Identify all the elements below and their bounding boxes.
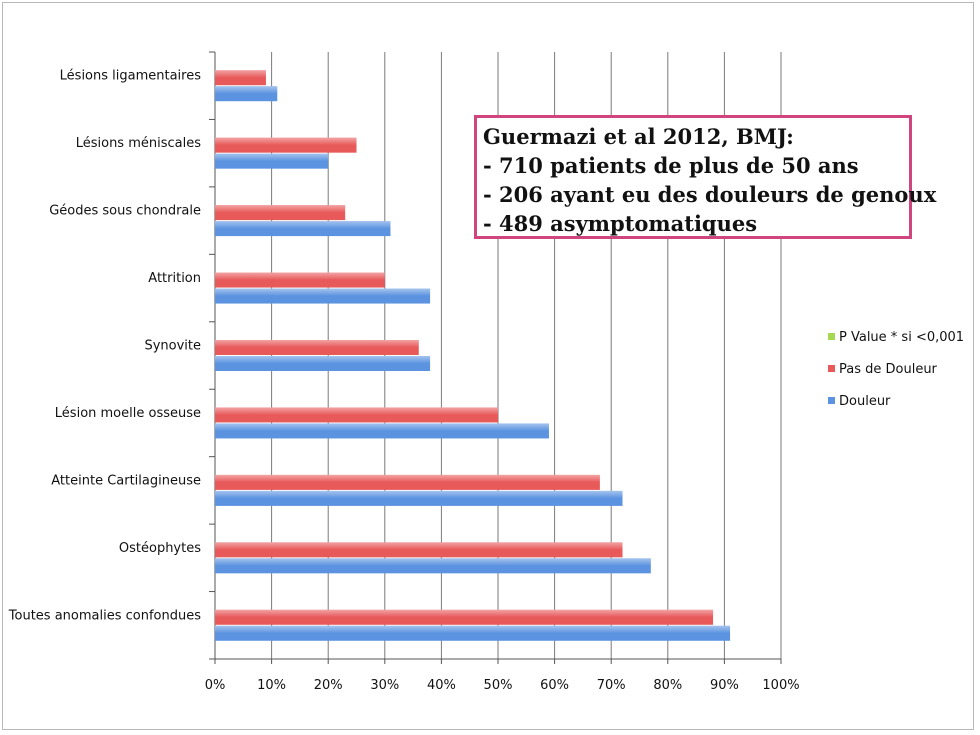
legend-swatch (828, 397, 835, 404)
annotation-line: - 710 patients de plus de 50 ans (483, 153, 859, 178)
bar-highlight (215, 340, 419, 355)
bar-highlight (215, 625, 731, 641)
category-label: Toutes anomalies confondues (8, 608, 201, 623)
bar-highlight (215, 205, 346, 221)
x-tick-label: 80% (653, 678, 682, 693)
bar-highlight (215, 356, 431, 371)
x-tick-label: 10% (257, 678, 286, 693)
x-tick-label: 0% (205, 678, 226, 693)
category-label: Atteinte Cartilagineuse (51, 473, 201, 488)
bar-highlight (215, 153, 329, 169)
legend-label: P Value * si <0,001 (839, 330, 964, 345)
x-tick-label: 50% (484, 678, 513, 693)
category-label: Ostéophytes (119, 541, 201, 556)
bar-highlight (215, 423, 549, 439)
bar-highlight (215, 558, 651, 574)
bar-highlight (215, 288, 431, 304)
x-tick-label: 30% (370, 678, 399, 693)
bar-highlight (215, 474, 600, 490)
bar-highlight (215, 86, 278, 102)
legend-label: Douleur (839, 394, 891, 409)
x-tick-label: 40% (427, 678, 456, 693)
legend-swatch (828, 333, 835, 340)
category-label: Synovite (144, 339, 201, 354)
bar-highlight (215, 609, 714, 625)
x-tick-label: 60% (540, 678, 569, 693)
annotation-line: - 489 asymptomatiques (483, 211, 758, 236)
category-label: Lésion moelle osseuse (55, 406, 201, 421)
category-label: Lésions méniscales (76, 136, 202, 151)
bar-highlight (215, 407, 498, 423)
bar-highlight (215, 137, 357, 153)
bar-highlight (215, 70, 266, 86)
annotation-line: Guermazi et al 2012, BMJ: (483, 124, 794, 149)
bar-highlight (215, 221, 391, 237)
x-tick-label: 90% (710, 678, 739, 693)
study-annotation-box: Guermazi et al 2012, BMJ: - 710 patients… (474, 115, 937, 239)
x-tick-label: 100% (762, 678, 799, 693)
x-tick-label: 20% (314, 678, 343, 693)
x-tick-label: 70% (597, 678, 626, 693)
bar-highlight (215, 272, 385, 288)
category-label: Attrition (148, 271, 201, 286)
bar-highlight (215, 542, 623, 558)
legend-label: Pas de Douleur (839, 362, 938, 377)
annotation-line: - 206 ayant eu des douleurs de genoux (483, 182, 937, 207)
category-label: Géodes sous chondrale (49, 204, 201, 219)
legend-swatch (828, 365, 835, 372)
category-label: Lésions ligamentaires (60, 69, 202, 84)
bar-highlight (215, 490, 623, 506)
